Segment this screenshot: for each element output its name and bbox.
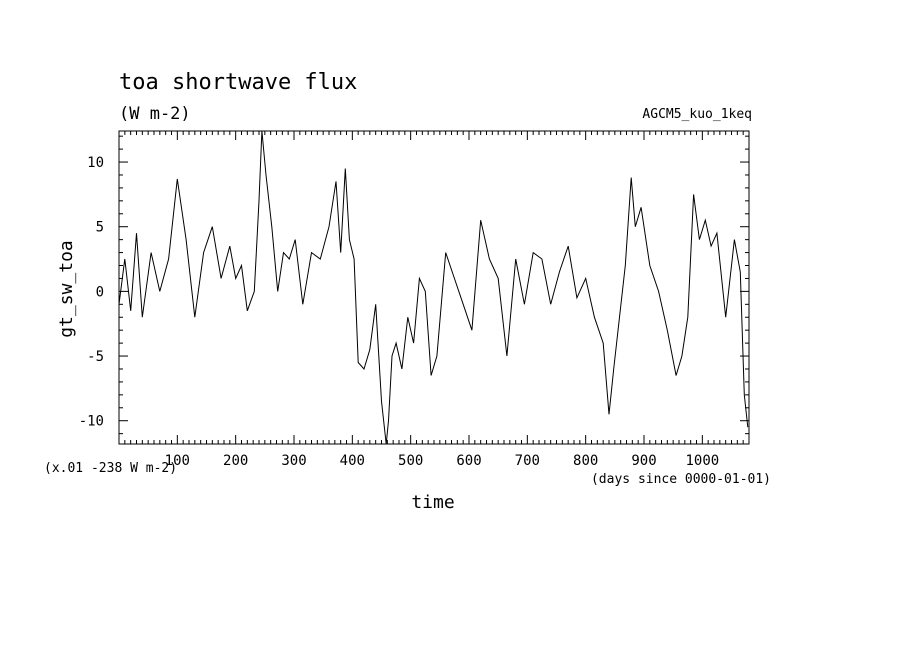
- x-axis-ticks: [124, 131, 744, 444]
- x-tick-label: 500: [398, 453, 423, 469]
- y-axis-title: gt_sw_toa: [56, 240, 77, 338]
- x-axis-tick-labels: 100 200 300 400 500 600 700 800 900 1000: [165, 453, 720, 469]
- series-line: [118, 130, 749, 445]
- y-tick-label: 5: [96, 220, 104, 236]
- y-axis-ticks: [119, 135, 749, 435]
- x-tick-label: 100: [165, 453, 190, 469]
- x-tick-label: 900: [631, 453, 656, 469]
- x-tick-label: 700: [515, 453, 540, 469]
- x-axis-title: time: [411, 492, 454, 513]
- y-tick-label: -5: [87, 349, 104, 365]
- y-tick-label: 10: [87, 155, 104, 171]
- y-tick-label: -10: [79, 414, 104, 430]
- x-tick-label: 300: [281, 453, 306, 469]
- x-units-note: (days since 0000-01-01): [591, 472, 771, 487]
- plot-frame: [118, 130, 750, 445]
- plot-border: [118, 130, 750, 445]
- x-tick-label: 200: [223, 453, 248, 469]
- y-scale-note: (x.01 -238 W m-2): [44, 461, 177, 476]
- x-tick-label: 400: [340, 453, 365, 469]
- x-tick-label: 1000: [685, 453, 719, 469]
- x-tick-label: 800: [573, 453, 598, 469]
- y-tick-label: 0: [96, 284, 104, 300]
- experiment-label: AGCM5_kuo_1keq: [642, 107, 752, 122]
- chart-title: toa shortwave flux: [119, 70, 357, 95]
- chart-units: (W m-2): [119, 104, 191, 124]
- x-tick-label: 600: [456, 453, 481, 469]
- y-axis-tick-labels: 10 5 0 -5 -10: [79, 155, 104, 430]
